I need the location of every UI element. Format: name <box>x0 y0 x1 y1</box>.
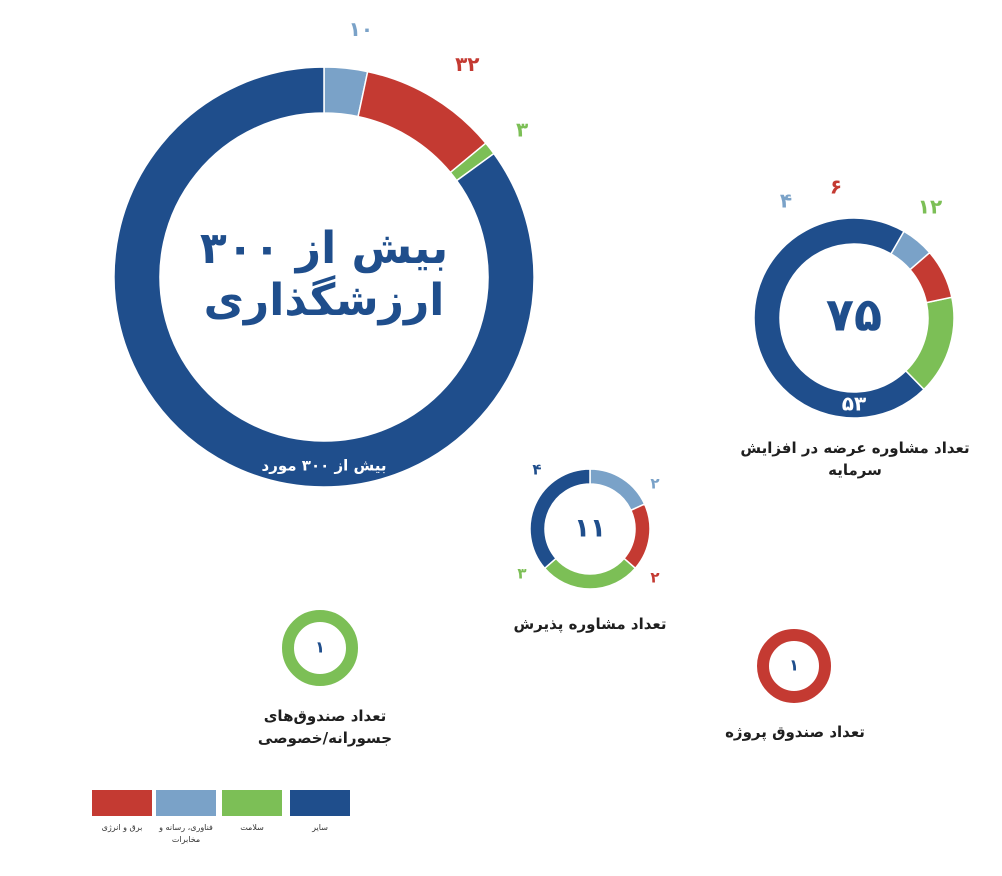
donut-chart-capital-increase: ۱۲ ۵۳ ۴ ۶ ۷۵ <box>753 175 955 419</box>
data-label: ۳۲ <box>455 52 479 76</box>
legend-swatch-health <box>222 790 282 816</box>
donut-segment-health <box>282 610 358 686</box>
donut-chart-admission: ۲ ۲ ۳ ۴ ۱۱ <box>517 461 660 590</box>
data-label: ۲ <box>650 475 659 493</box>
center-text: ۱ <box>789 656 799 675</box>
data-label: ۴ <box>532 461 541 479</box>
legend-label-tech: فناوری، رسانه و مخابرات <box>159 823 213 844</box>
donut-segment-health <box>543 557 637 590</box>
legend-swatch-energy <box>92 790 152 816</box>
legend-swatch-tech <box>156 790 216 816</box>
center-text: ۷۵ <box>826 288 882 342</box>
data-label: ۴ <box>780 189 792 213</box>
center-text: بیش از ۳۰۰ <box>200 223 448 274</box>
donut-chart-vc-funds: ۱ <box>282 610 358 686</box>
donut-segment-health <box>904 296 955 391</box>
caption-vc-funds: تعداد صندوق‌های جسورانه/خصوصی <box>257 707 393 747</box>
caption-capital-increase: تعداد مشاوره عرضه در افزایش سرمایه <box>740 439 970 479</box>
center-text: ۱۱ <box>574 514 606 544</box>
data-label: ۲ <box>650 569 659 587</box>
donut-chart-project-fund: ۱ <box>757 629 831 703</box>
legend-label-other: سایر <box>312 823 328 832</box>
donut-segment-energy <box>908 251 953 304</box>
ring-text: بیش از ۳۰۰ مورد <box>262 457 387 475</box>
donut-segment-energy <box>757 629 831 703</box>
center-text: ۱ <box>315 638 325 657</box>
data-label: ۳ <box>516 118 528 142</box>
donut-segment-energy <box>357 70 487 174</box>
donut-segment-energy <box>622 503 651 570</box>
legend-label-health: سلامت <box>240 823 264 832</box>
donut-segment-other <box>753 217 926 419</box>
data-label: ۵۳ <box>842 392 866 416</box>
caption-project-fund: تعداد صندوق پروژه <box>725 723 865 741</box>
legend-swatch-other <box>290 790 350 816</box>
data-label: ۱۰ <box>349 17 373 41</box>
caption-admission: تعداد مشاوره پذیرش <box>513 615 667 633</box>
data-label: ۱۲ <box>918 195 942 219</box>
legend-label-energy: برق و انرژی <box>101 823 143 832</box>
donut-segment-other <box>113 66 535 488</box>
donut-segment-tech <box>589 468 646 512</box>
data-label: ۶ <box>830 175 842 199</box>
center-text: ارزشگذاری <box>204 274 445 326</box>
data-label: ۳ <box>517 565 526 583</box>
donut-segment-other <box>529 468 591 570</box>
